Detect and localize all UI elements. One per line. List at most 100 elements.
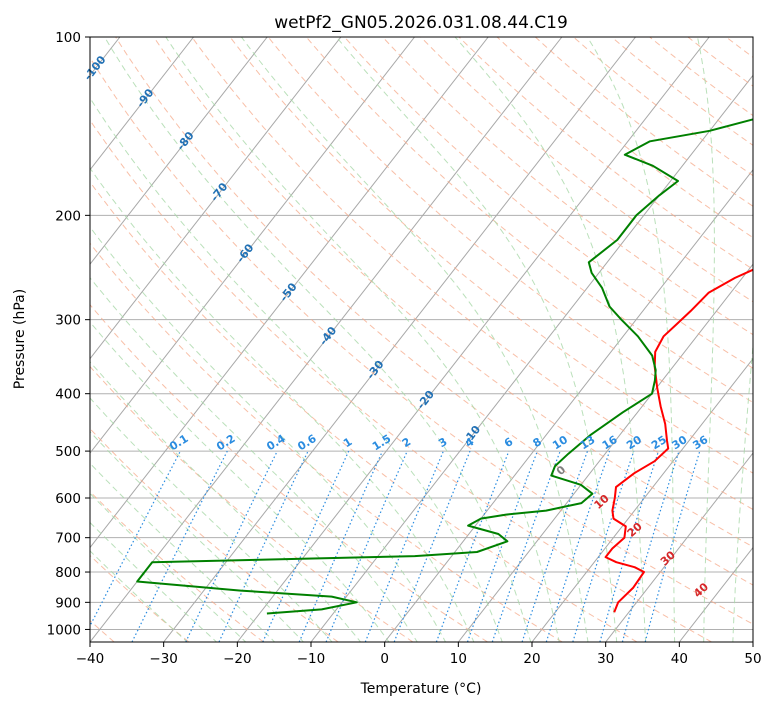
isotherm-line xyxy=(605,452,753,642)
isotherm-label: -70 xyxy=(208,180,231,204)
mixing-ratio-label: 0.6 xyxy=(295,432,319,454)
moist-adiabat-line xyxy=(90,321,390,642)
moist-adiabat-line xyxy=(90,492,247,642)
chart-title: wetPf2_GN05.2026.031.08.44.C19 xyxy=(274,13,568,33)
moist-adiabat-line xyxy=(104,37,532,642)
mixing-ratio-line xyxy=(491,450,561,642)
x-tick-label: 50 xyxy=(744,651,761,667)
mixing-ratio-line xyxy=(262,450,350,642)
isotherm-label: -30 xyxy=(364,358,387,382)
dry-adiabat-line xyxy=(90,303,488,642)
moist-adiabat-label: 0 xyxy=(554,463,569,478)
mixing-ratio-label: 0.1 xyxy=(167,432,190,453)
isotherm-label: -100 xyxy=(81,53,108,83)
moist-adiabat-line xyxy=(90,361,362,642)
mixing-ratio-line xyxy=(185,450,278,642)
dry-adiabat-line xyxy=(687,37,753,87)
mixing-ratio-label: 0.2 xyxy=(214,432,237,453)
moist-adiabat-line xyxy=(90,521,218,642)
dry-adiabat-line xyxy=(267,37,753,438)
x-tick-label: −40 xyxy=(76,651,105,667)
dry-adiabat-line xyxy=(382,37,753,336)
dry-adiabat-line xyxy=(191,37,753,511)
mixing-ratio-label: 16 xyxy=(600,433,620,452)
mixing-ratio-label: 30 xyxy=(670,433,690,452)
dry-adiabat-line xyxy=(344,37,753,369)
mixing-ratio-label: 36 xyxy=(690,433,710,452)
isotherm-line xyxy=(384,168,753,642)
x-tick-label: −20 xyxy=(223,651,252,667)
dry-adiabat-line xyxy=(90,56,753,625)
x-tick-label: 0 xyxy=(380,651,389,667)
moist-adiabat-line xyxy=(90,97,503,642)
dry-adiabat-line xyxy=(90,181,638,642)
mixing-ratio-label: 2 xyxy=(400,435,413,450)
isotherm-line xyxy=(457,263,753,642)
mixing-ratio-line xyxy=(364,450,444,642)
mixing-ratio-line xyxy=(131,450,228,642)
mixing-ratio-line xyxy=(644,450,701,642)
isotherm-line xyxy=(90,37,342,360)
dry-adiabat-line xyxy=(305,37,753,404)
x-tick-label: 30 xyxy=(597,651,614,667)
isotherm-line xyxy=(90,37,563,642)
dry-adiabat-line xyxy=(611,37,753,146)
mixing-ratio-label: 0.4 xyxy=(264,432,288,454)
dry-adiabat-line xyxy=(534,37,753,207)
x-tick-label: 10 xyxy=(450,651,467,667)
mixing-ratio-label: 10 xyxy=(550,433,570,452)
mixing-ratio-line xyxy=(599,450,660,642)
x-axis-label: Temperature (°C) xyxy=(360,681,482,697)
isotherm-label: -20 xyxy=(414,388,437,412)
dry-adiabat-line xyxy=(115,37,753,586)
moist-adiabat-line xyxy=(454,37,647,642)
x-tick-label: 20 xyxy=(523,651,540,667)
mixing-ratio-line xyxy=(298,450,384,642)
moist-adiabat-line xyxy=(165,37,560,642)
moist-adiabat-line xyxy=(90,276,418,642)
y-tick-label: 500 xyxy=(55,444,81,460)
mixing-ratio-label: 8 xyxy=(531,435,544,450)
mixing-ratio-label: 3 xyxy=(436,435,449,450)
dry-adiabat-line xyxy=(229,37,753,474)
moist-adiabat-line xyxy=(732,340,753,642)
y-tick-label: 1000 xyxy=(47,622,81,638)
isotherm-line xyxy=(90,37,194,171)
moist-adiabat-label: 20 xyxy=(625,520,645,540)
mixing-ratio-label: 20 xyxy=(624,433,644,452)
mixing-ratio-label: 1.5 xyxy=(370,432,393,453)
isotherm-label: -50 xyxy=(277,280,300,304)
isotherm-label: -60 xyxy=(234,241,257,265)
moist-adiabat-line xyxy=(90,397,333,642)
dry-adiabat-line xyxy=(496,37,753,239)
isotherm-label: -80 xyxy=(174,129,197,153)
y-tick-label: 700 xyxy=(55,531,81,547)
moist-adiabat-line xyxy=(697,37,715,642)
isotherm-line xyxy=(163,37,636,642)
isotherm-line xyxy=(90,37,268,266)
dry-adiabat-line xyxy=(90,490,264,642)
moist-adiabat-line xyxy=(586,37,676,642)
mixing-ratio-label: 1 xyxy=(341,435,354,450)
moist-adiabat-line xyxy=(90,167,475,642)
moist-adiabat-line xyxy=(240,37,589,642)
isotherm-line xyxy=(90,37,415,454)
moist-adiabat-label: 40 xyxy=(691,580,711,600)
y-tick-label: 300 xyxy=(55,313,81,329)
y-tick-label: 400 xyxy=(55,387,81,403)
dry-adiabat-line xyxy=(90,365,414,642)
dry-adiabat-line xyxy=(573,37,753,177)
moist-adiabat-line xyxy=(90,430,305,642)
isotherm-line xyxy=(236,37,710,642)
y-tick-label: 100 xyxy=(55,30,81,46)
dry-adiabat-line xyxy=(420,37,753,303)
temperature-profile-line xyxy=(604,268,753,613)
x-tick-label: −30 xyxy=(149,651,178,667)
mixing-ratio-label: 6 xyxy=(502,435,516,450)
dry-adiabat-line xyxy=(153,37,753,548)
moist-adiabat-label: 10 xyxy=(592,492,612,512)
y-tick-label: 200 xyxy=(55,208,81,224)
dewpoint-profile-line xyxy=(136,118,753,615)
isotherm-line xyxy=(310,74,753,642)
